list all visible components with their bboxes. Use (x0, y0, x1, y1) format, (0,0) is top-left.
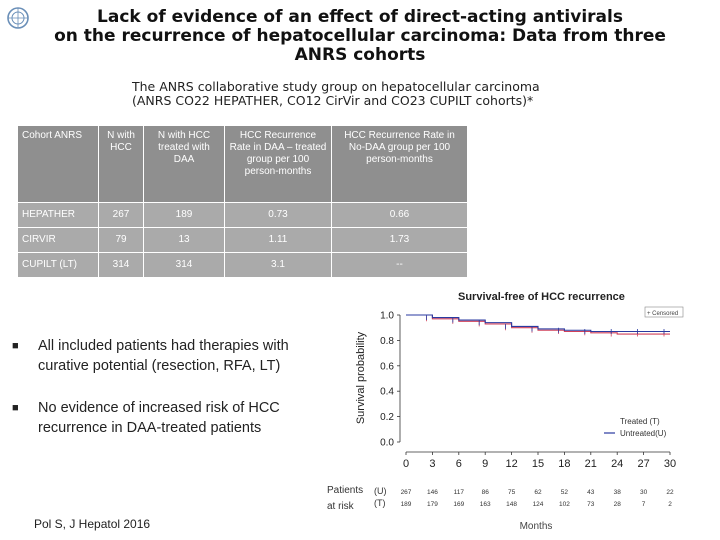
at-risk-value: 179 (427, 501, 438, 508)
x-tick-label: 6 (456, 458, 462, 470)
table-cell: HEPATHER (18, 203, 99, 228)
header-cohort: Cohort ANRS (18, 126, 99, 203)
at-risk-value: 38 (614, 489, 622, 496)
plot-area: 0.0 0.2 0.4 0.6 0.8 1.0 0 267 189 3 146 179 6 117 169 9… (374, 311, 676, 509)
table-header-row: Cohort ANRS N with HCC N with HCC treate… (18, 126, 468, 203)
km-survival-chart: Survival-free of HCC recurrence Survival… (327, 291, 684, 532)
at-risk-value: 28 (614, 501, 622, 508)
y-tick-label: 0.4 (380, 387, 394, 398)
table-row: CUPILT (LT) 314 314 3.1 -- (18, 253, 468, 278)
square-bullet-icon: ■ (12, 402, 19, 414)
bullet-text: No evidence of increased risk of HCC rec… (38, 400, 280, 436)
at-risk-value: 148 (506, 501, 517, 508)
title-line: ANRS cohorts (294, 45, 426, 65)
table-cell: 314 (144, 253, 225, 278)
table-cell: 1.11 (225, 228, 332, 253)
table-cell: CIRVIR (18, 228, 99, 253)
at-risk-value: 7 (642, 501, 646, 508)
y-axis-label: Survival probability (355, 331, 367, 424)
at-risk-value: 30 (640, 489, 648, 496)
x-tick-label: 21 (585, 458, 597, 470)
chart-title: Survival-free of HCC recurrence (458, 291, 625, 303)
bullet-item: ■ All included patients had therapies wi… (12, 336, 342, 376)
at-risk-row-label: (U) (374, 486, 387, 496)
y-tick-label: 0.0 (380, 438, 394, 449)
x-tick-label: 18 (558, 458, 570, 470)
legend-treated: Treated (T) (620, 417, 660, 426)
slide-subtitle: The ANRS collaborative study group on he… (132, 80, 612, 108)
x-tick-label: 27 (637, 458, 649, 470)
at-risk-value: 2 (668, 501, 672, 508)
table-row: CIRVIR 79 13 1.11 1.73 (18, 228, 468, 253)
table-cell: 79 (99, 228, 144, 253)
at-risk-value: 117 (454, 489, 465, 496)
y-tick-label: 0.6 (380, 361, 394, 372)
at-risk-value: 62 (534, 489, 542, 496)
table-cell: 189 (144, 203, 225, 228)
survival-curve-series (406, 314, 670, 333)
x-tick-label: 9 (482, 458, 488, 470)
at-risk-value: 102 (559, 501, 570, 508)
x-tick-label: 30 (664, 458, 676, 470)
slide-title: Lack of evidence of an effect of direct-… (30, 8, 690, 65)
table-cell: -- (332, 253, 468, 278)
at-risk-row-label: (T) (374, 498, 386, 508)
x-tick-label: 3 (429, 458, 435, 470)
cohort-table: Cohort ANRS N with HCC N with HCC treate… (18, 126, 468, 278)
table-cell: 314 (99, 253, 144, 278)
table-cell: 0.73 (225, 203, 332, 228)
header-n-hcc: N with HCC (99, 126, 144, 203)
anrs-logo-icon (7, 7, 29, 29)
at-risk-value: 86 (482, 489, 490, 496)
at-risk-value: 75 (508, 489, 516, 496)
table-cell: 267 (99, 203, 144, 228)
at-risk-value: 267 (401, 489, 412, 496)
reference: Pol S, J Hepatol 2016 (34, 517, 151, 531)
table-cell: 13 (144, 228, 225, 253)
title-line: Lack of evidence of an effect of direct-… (97, 7, 623, 27)
square-bullet-icon: ■ (12, 340, 19, 352)
at-risk-value: 163 (480, 501, 491, 508)
y-tick-label: 1.0 (380, 311, 394, 322)
at-risk-label: at risk (327, 501, 355, 512)
at-risk-value: 43 (587, 489, 595, 496)
at-risk-value: 169 (453, 501, 464, 508)
header-rate-daa: HCC Recurrence Rate in DAA – treated gro… (225, 126, 332, 203)
at-risk-label: Patients (327, 485, 363, 496)
at-risk-value: 124 (533, 501, 544, 508)
subtitle-line: The ANRS collaborative study group on he… (132, 79, 540, 94)
x-axis-label: Months (520, 521, 553, 532)
subtitle-line: (ANRS CO22 HEPATHER, CO12 CirVir and CO2… (132, 93, 534, 108)
bullet-item: ■ No evidence of increased risk of HCC r… (12, 398, 342, 438)
table-cell: 0.66 (332, 203, 468, 228)
y-tick-label: 0.8 (380, 336, 394, 347)
table-row: HEPATHER 267 189 0.73 0.66 (18, 203, 468, 228)
at-risk-value: 22 (666, 489, 674, 496)
x-tick-label: 0 (403, 458, 409, 470)
x-tick-label: 12 (505, 458, 517, 470)
x-tick-label: 24 (611, 458, 623, 470)
legend-untreated: Untreated(U) (620, 429, 667, 438)
table-cell: CUPILT (LT) (18, 253, 99, 278)
bullet-list: ■ All included patients had therapies wi… (12, 336, 342, 460)
x-tick-label: 15 (532, 458, 544, 470)
legend-box (644, 306, 684, 318)
header-rate-nodaa: HCC Recurrence Rate in No-DAA group per … (332, 126, 468, 203)
at-risk-value: 146 (427, 489, 438, 496)
table-cell: 1.73 (332, 228, 468, 253)
title-line: on the recurrence of hepatocellular carc… (54, 26, 666, 46)
legend-censored: + Censored (647, 311, 678, 317)
y-tick-label: 0.2 (380, 412, 394, 423)
at-risk-value: 73 (587, 501, 595, 508)
table-cell: 3.1 (225, 253, 332, 278)
at-risk-value: 189 (401, 501, 412, 508)
at-risk-value: 52 (561, 489, 569, 496)
header-n-daa: N with HCC treated with DAA (144, 126, 225, 203)
bullet-text: All included patients had therapies with… (38, 338, 289, 374)
